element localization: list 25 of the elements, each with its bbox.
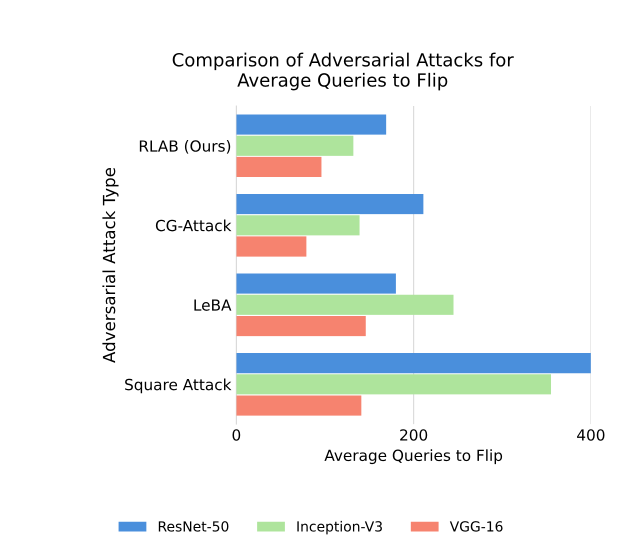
- bar: [236, 353, 591, 374]
- bar: [236, 114, 386, 135]
- bar: [236, 194, 424, 214]
- y-tick-label: RLAB (Ours): [140, 140, 230, 154]
- bar: [236, 274, 396, 294]
- bar: [236, 156, 322, 178]
- y-tick-label: Square Attack: [125, 378, 232, 394]
- y-axis-title: Adversarial Attack Type: [102, 168, 119, 363]
- x-tick-label: 0: [232, 429, 240, 441]
- bar: [236, 395, 362, 416]
- y-tick-label: CG-Attack: [156, 219, 232, 232]
- bar: [236, 316, 366, 336]
- legend-label: Inception-V3: [297, 520, 382, 534]
- y-tick-label: LeBA: [194, 299, 232, 311]
- legend-label: ResNet-50: [158, 521, 228, 532]
- bar: [236, 374, 552, 394]
- x-tick-label: 200: [400, 429, 428, 441]
- bar: [236, 236, 306, 257]
- x-axis-title: Average Queries to Flip: [324, 449, 502, 464]
- chart-title: Comparison of Adversarial Attacks for Average Queries to Flip: [172, 52, 514, 90]
- bar: [236, 294, 454, 315]
- x-tick-label: 400: [577, 429, 604, 441]
- legend-label: VGG-16: [450, 521, 503, 532]
- bar: [236, 136, 354, 156]
- bar: [236, 215, 360, 236]
